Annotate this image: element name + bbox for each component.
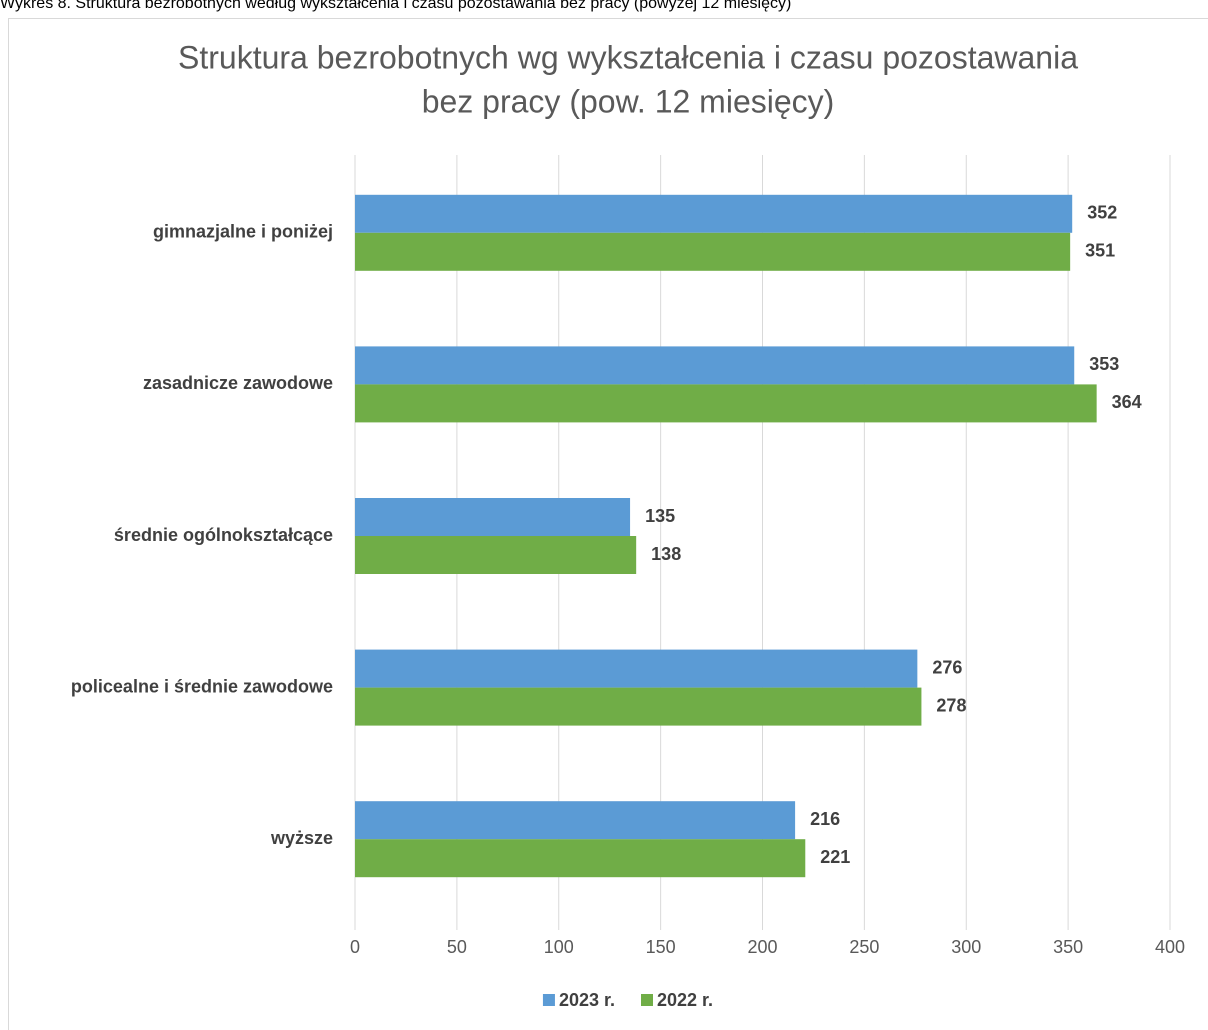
x-tick-label: 0 bbox=[350, 937, 360, 957]
data-label: 221 bbox=[820, 847, 850, 867]
x-tick-label: 250 bbox=[849, 937, 879, 957]
y-tick-label: średnie ogólnokształcące bbox=[114, 525, 333, 545]
data-label: 353 bbox=[1089, 354, 1119, 374]
bar bbox=[355, 801, 796, 840]
data-label: 276 bbox=[932, 657, 962, 677]
data-label: 364 bbox=[1112, 392, 1142, 412]
x-tick-label: 400 bbox=[1155, 937, 1185, 957]
bar bbox=[355, 839, 806, 878]
y-tick-label: wyższe bbox=[270, 828, 333, 848]
x-tick-label: 50 bbox=[447, 937, 467, 957]
bar bbox=[355, 498, 631, 536]
chart-title: bez pracy (pow. 12 miesięcy) bbox=[422, 83, 835, 119]
y-tick-label: policealne i średnie zawodowe bbox=[71, 676, 333, 696]
legend-label: 2022 r. bbox=[657, 990, 713, 1010]
data-label: 135 bbox=[645, 506, 675, 526]
data-label: 351 bbox=[1085, 241, 1115, 261]
data-label: 278 bbox=[936, 695, 966, 715]
x-tick-label: 350 bbox=[1053, 937, 1083, 957]
chart-title: Struktura bezrobotnych wg wykształcenia … bbox=[178, 39, 1078, 75]
legend-swatch bbox=[542, 994, 555, 1006]
bar bbox=[355, 687, 922, 726]
y-tick-label: gimnazjalne i poniżej bbox=[153, 222, 333, 242]
data-label: 352 bbox=[1087, 203, 1117, 223]
bar bbox=[355, 346, 1075, 385]
x-tick-label: 100 bbox=[544, 937, 574, 957]
bar bbox=[355, 384, 1097, 423]
bar bbox=[355, 536, 637, 574]
bar bbox=[355, 194, 1073, 233]
bar bbox=[355, 649, 918, 688]
y-tick-label: zasadnicze zawodowe bbox=[143, 373, 333, 393]
data-label: 216 bbox=[810, 809, 840, 829]
x-tick-label: 200 bbox=[747, 937, 777, 957]
data-label: 138 bbox=[651, 544, 681, 564]
x-tick-label: 150 bbox=[646, 937, 676, 957]
legend-label: 2023 r. bbox=[559, 990, 615, 1010]
bar bbox=[355, 232, 1071, 271]
x-tick-label: 300 bbox=[951, 937, 981, 957]
legend-swatch bbox=[641, 994, 653, 1006]
caption: Wykres 8. Struktura bezrobotnych według … bbox=[0, 0, 791, 12]
